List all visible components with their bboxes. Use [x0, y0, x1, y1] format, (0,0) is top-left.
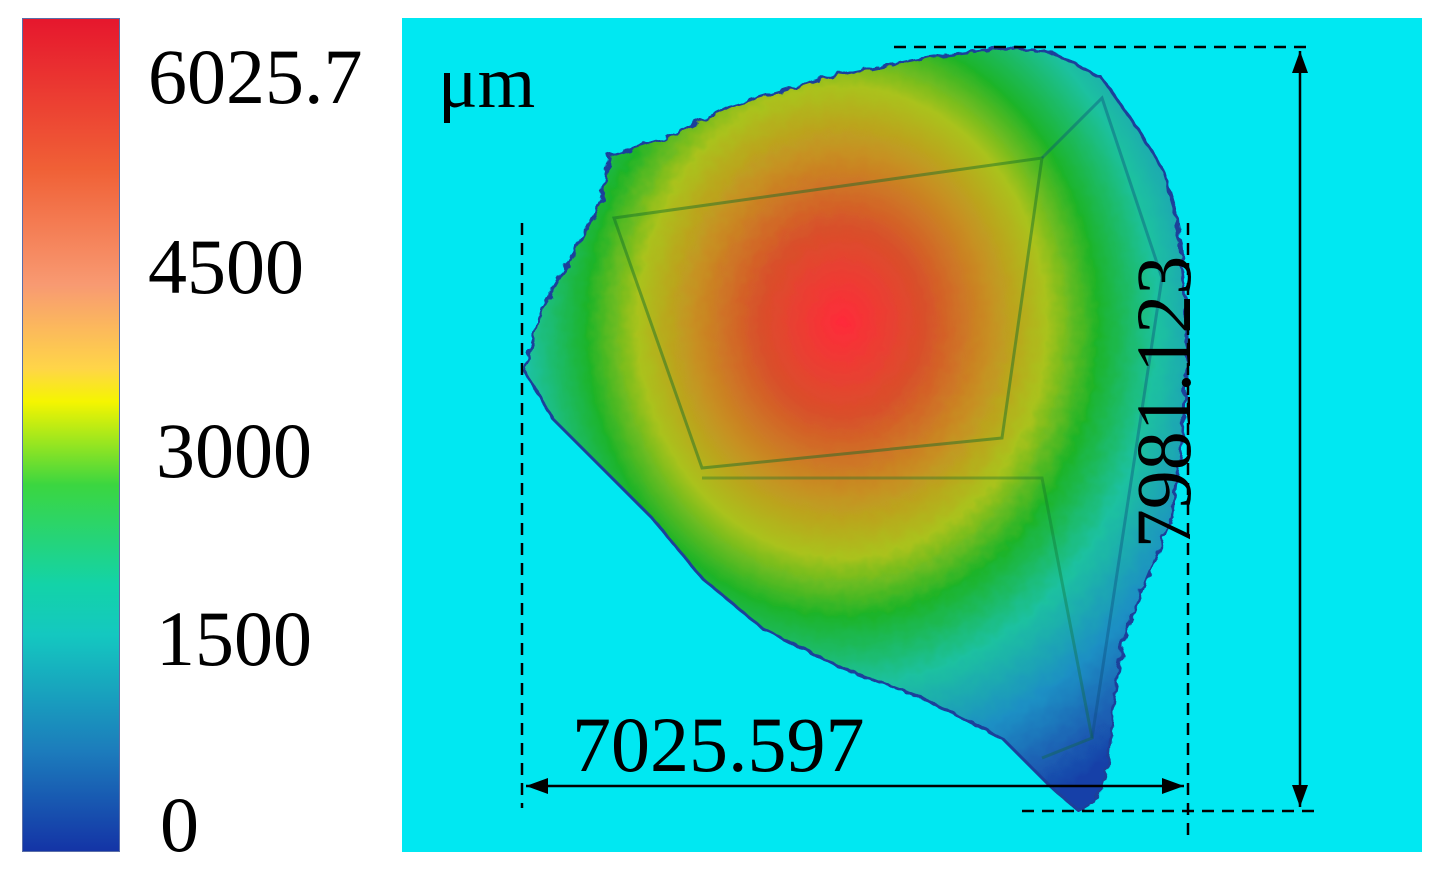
scale-tick-max: 6025.7: [148, 33, 363, 120]
color-scale-bar: [22, 18, 120, 852]
scale-tick-3000: 3000: [156, 407, 312, 494]
width-dimension-label: 7025.597: [572, 701, 865, 788]
particle-body: [522, 46, 1189, 812]
unit-label: μm: [438, 42, 536, 124]
height-dimension-label: 7981.123: [1120, 255, 1207, 549]
particle-render: [520, 45, 1314, 838]
scale-tick-1500: 1500: [156, 595, 312, 682]
scale-tick-min: 0: [160, 781, 199, 868]
particle-viewport: μm 7025.597 7981.123: [402, 18, 1422, 852]
scale-tick-4500: 4500: [148, 223, 304, 310]
